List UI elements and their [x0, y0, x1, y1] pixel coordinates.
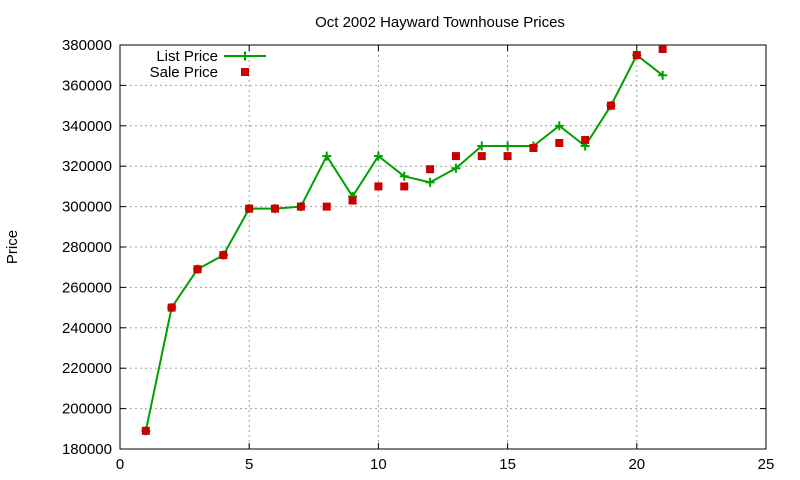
legend-label-sale-price: Sale Price: [150, 64, 218, 81]
data-point-list-price: [373, 151, 383, 161]
x-tick-label: 0: [116, 456, 124, 473]
legend: List Price Sale Price: [150, 48, 266, 81]
data-point-sale-price: [219, 251, 228, 260]
data-point-sale-price: [141, 426, 150, 435]
data-point-sale-price: [451, 152, 460, 161]
series-line-list-price: [144, 54, 664, 432]
data-point-list-price: [399, 171, 409, 181]
y-tick-label: 180000: [62, 441, 112, 458]
y-tick-label: 240000: [62, 320, 112, 337]
data-point-list-price: [451, 163, 461, 173]
y-tick-label: 220000: [62, 360, 112, 377]
data-point-sale-price: [348, 196, 357, 205]
y-tick-label: 340000: [62, 118, 112, 135]
legend-label-list-price: List Price: [156, 48, 218, 65]
x-tick-label: 20: [628, 456, 645, 473]
y-axis-label: Price: [4, 230, 21, 264]
data-point-sale-price: [193, 265, 202, 274]
legend-swatch-sale-price: [241, 68, 249, 76]
legend-marks: [224, 51, 266, 76]
y-tick-label: 200000: [62, 401, 112, 418]
x-tick-label: 5: [245, 456, 253, 473]
data-point-list-price: [425, 177, 435, 187]
data-point-sale-price: [503, 152, 512, 161]
y-tick-label: 360000: [62, 77, 112, 94]
data-point-sale-price: [581, 135, 590, 144]
data-point-list-price: [554, 121, 564, 131]
y-tick-label: 320000: [62, 158, 112, 175]
axis-ticks: 0 5 10 15 20 25 180000 200000 220000 240000 260000…: [62, 37, 774, 473]
data-point-list-price: [658, 70, 668, 80]
data-point-sale-price: [606, 101, 615, 110]
data-point-sale-price: [632, 51, 641, 60]
data-point-sale-price: [245, 204, 254, 213]
y-tick-label: 280000: [62, 239, 112, 256]
data-point-sale-price: [271, 204, 280, 213]
data-point-sale-price: [400, 182, 409, 191]
chart-title: Oct 2002 Hayward Townhouse Prices: [315, 14, 565, 31]
data-point-sale-price: [529, 144, 538, 153]
data-point-sale-price: [658, 45, 667, 54]
data-point-list-price: [503, 141, 513, 151]
data-point-sale-price: [296, 202, 305, 211]
data-point-list-price: [477, 141, 487, 151]
data-point-list-price: [322, 151, 332, 161]
y-tick-label: 380000: [62, 37, 112, 54]
data-point-sale-price: [477, 152, 486, 161]
series-layer: [141, 45, 668, 436]
x-tick-label: 10: [370, 456, 387, 473]
data-point-sale-price: [426, 165, 435, 174]
grid-lines: [120, 45, 766, 449]
legend-swatch-list-price-marker: [240, 51, 250, 61]
x-tick-label: 25: [758, 456, 775, 473]
x-tick-label: 15: [499, 456, 516, 473]
data-point-sale-price: [322, 202, 331, 211]
y-tick-label: 300000: [62, 199, 112, 216]
data-point-sale-price: [374, 182, 383, 191]
data-point-sale-price: [555, 138, 564, 147]
y-tick-label: 260000: [62, 279, 112, 296]
data-point-sale-price: [167, 303, 176, 312]
